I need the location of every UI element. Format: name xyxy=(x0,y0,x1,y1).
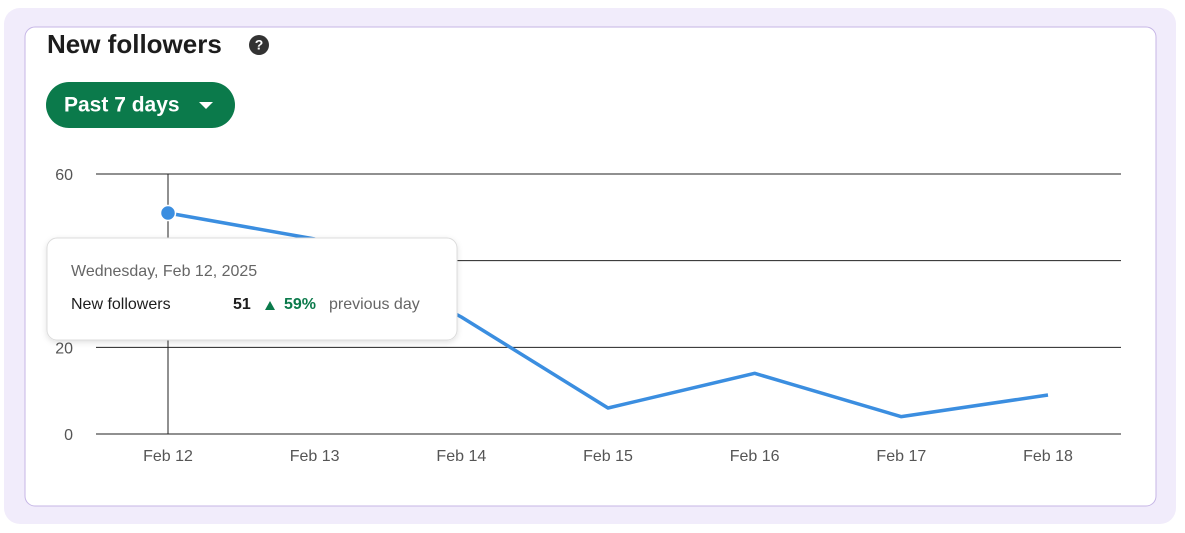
hover-point xyxy=(159,204,177,222)
x-tick-label: Feb 17 xyxy=(876,448,926,465)
tooltip-change: 59% xyxy=(284,296,316,313)
chart-title: New followers xyxy=(47,29,222,59)
dropdown-label: Past 7 days xyxy=(64,94,180,117)
tooltip-comparison: previous day xyxy=(329,296,420,313)
help-icon[interactable]: ? xyxy=(249,35,269,55)
date-range-dropdown[interactable]: Past 7 days xyxy=(46,82,235,128)
tooltip-value: 51 xyxy=(233,296,251,313)
card xyxy=(24,26,1157,507)
x-tick-label: Feb 13 xyxy=(290,448,340,465)
tooltip: Wednesday, Feb 12, 2025 New followers 51… xyxy=(46,237,458,341)
tooltip-date: Wednesday, Feb 12, 2025 xyxy=(71,263,257,280)
x-tick-label: Feb 18 xyxy=(1023,448,1073,465)
svg-text:?: ? xyxy=(255,37,264,53)
y-tick-label: 60 xyxy=(55,167,73,184)
x-tick-label: Feb 12 xyxy=(143,448,193,465)
x-tick-label: Feb 15 xyxy=(583,448,633,465)
y-tick-label: 0 xyxy=(64,427,73,444)
x-tick-label: Feb 14 xyxy=(436,448,486,465)
y-tick-label: 20 xyxy=(55,341,73,358)
x-tick-label: Feb 16 xyxy=(730,448,780,465)
tooltip-series: New followers xyxy=(71,296,171,313)
